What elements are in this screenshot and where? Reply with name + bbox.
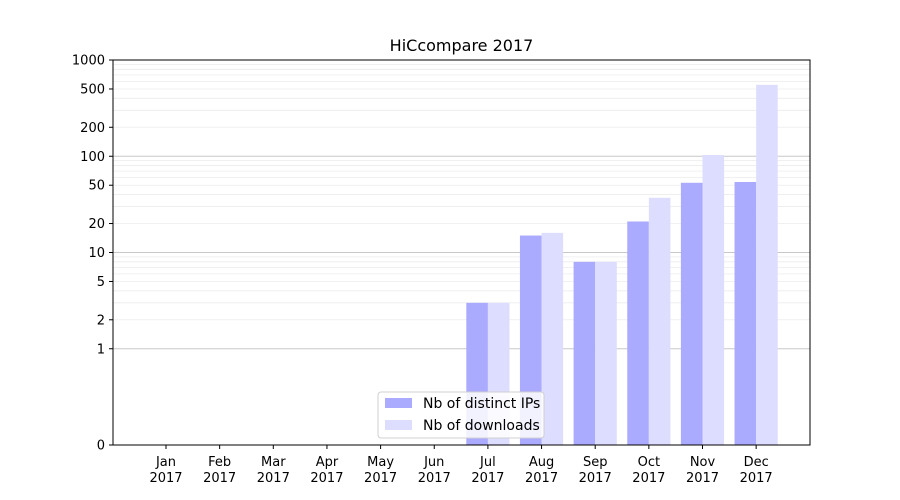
y-tick-label: 0 [97,439,105,454]
y-tick-label: 2 [97,313,105,328]
bar-ips [627,221,649,445]
bar-downloads [541,232,564,445]
bar-ips [680,182,703,445]
x-tick-label-year: 2017 [632,471,665,486]
x-tick-label-year: 2017 [686,471,719,486]
x-tick-label-month: Aug [529,455,554,470]
legend-label: Nb of distinct IPs [423,396,540,412]
legend-box [377,391,545,439]
x-tick-label-year: 2017 [579,471,612,486]
bar-downloads [702,155,725,446]
bars [466,84,778,446]
y-tick-label: 500 [80,82,105,97]
y-axis: 0 1 2 5 10 20 50 100 200 500 1000 [72,54,113,454]
y-tick-label: 200 [80,121,105,136]
x-tick-label-year: 2017 [364,471,397,486]
bar-ips [734,182,757,446]
gridlines [113,59,810,350]
bar-ips [573,261,596,445]
chart-title: HiCcompare 2017 [390,36,534,55]
x-tick-label-month: Apr [316,455,339,470]
legend-swatch [385,398,412,408]
legend-swatch [385,420,412,430]
x-tick-label-year: 2017 [203,471,236,486]
x-tick-label-month: Jan [155,455,176,470]
y-tick-label: 1000 [72,54,105,69]
x-tick-label-month: Jul [479,455,496,470]
y-tick-label: 50 [88,179,105,194]
bar-downloads [648,197,671,445]
bar-downloads [756,84,778,445]
legend-label: Nb of downloads [423,418,540,434]
x-tick-label-year: 2017 [257,471,290,486]
x-tick-label-month: Feb [208,455,231,470]
bar-downloads [595,261,617,445]
x-tick-label-month: Nov [690,455,716,470]
x-tick-label-year: 2017 [310,471,343,486]
x-tick-label-year: 2017 [149,471,182,486]
x-tick-label-year: 2017 [471,471,504,486]
x-tick-label-month: Jun [423,455,444,470]
x-axis: Jan2017Feb2017Mar2017Apr2017May2017Jun20… [149,445,773,486]
y-tick-label: 1 [97,342,105,357]
x-tick-label-month: Mar [261,455,286,470]
y-tick-label: 5 [97,275,105,290]
x-tick-label-month: Dec [744,455,769,470]
x-tick-label-year: 2017 [740,471,773,486]
x-tick-label-month: May [367,455,394,470]
y-tick-label: 100 [80,150,105,165]
x-tick-label-month: Sep [583,455,608,470]
legend: Nb of distinct IPs Nb of downloads [377,391,545,439]
x-tick-label-month: Oct [638,455,660,470]
y-tick-label: 10 [88,246,105,261]
x-tick-label-year: 2017 [418,471,451,486]
y-tick-label: 20 [88,217,105,232]
x-tick-label-year: 2017 [525,471,558,486]
